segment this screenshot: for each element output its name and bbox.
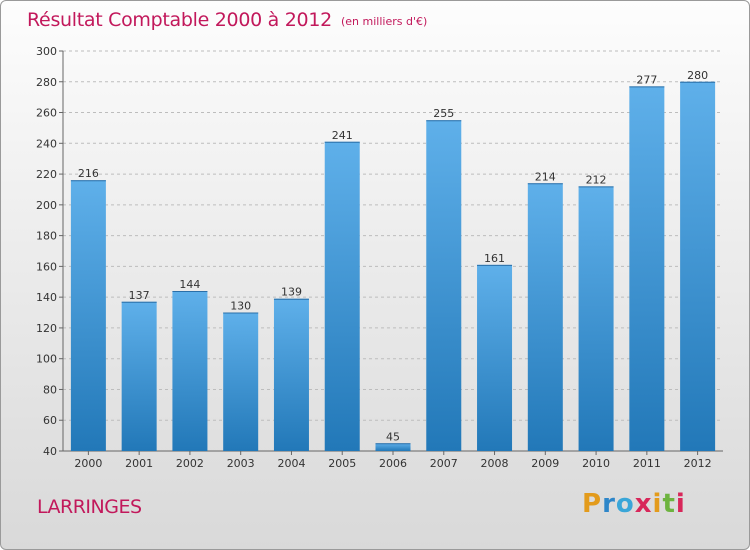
x-tick-label: 2006	[379, 457, 407, 470]
bar	[477, 264, 513, 451]
x-tick-label: 2007	[430, 457, 458, 470]
y-tick-label: 280	[36, 76, 57, 89]
bar	[527, 183, 563, 452]
bar	[629, 86, 665, 451]
y-tick-label: 160	[36, 260, 57, 273]
logo-letter: x	[634, 489, 653, 519]
data-label: 255	[433, 107, 454, 120]
x-tick-label: 2004	[277, 457, 305, 470]
data-label: 241	[332, 129, 353, 142]
data-label: 139	[281, 286, 302, 299]
y-tick-label: 140	[36, 291, 57, 304]
logo-letter: r	[602, 489, 616, 519]
logo-letter: o	[615, 489, 635, 519]
bar	[578, 186, 614, 451]
bar	[121, 301, 157, 451]
x-tick-label: 2009	[531, 457, 559, 470]
y-tick-label: 100	[36, 353, 57, 366]
bar	[375, 443, 411, 451]
y-tick-label: 180	[36, 230, 57, 243]
y-tick-label: 60	[43, 414, 57, 427]
bar	[223, 312, 259, 451]
data-label: 45	[386, 430, 400, 443]
chart-subtitle: (en milliers d'€)	[341, 15, 428, 28]
x-tick-label: 2010	[582, 457, 610, 470]
location-name: LARRINGES	[37, 496, 142, 518]
data-label: 280	[687, 69, 708, 82]
x-tick-label: 2001	[125, 457, 153, 470]
data-label: 216	[78, 167, 99, 180]
bar	[324, 141, 360, 451]
x-tick-label: 2003	[227, 457, 255, 470]
logo-letter: i	[652, 489, 663, 519]
bar	[680, 81, 716, 452]
y-tick-label: 120	[36, 322, 57, 335]
y-tick-label: 80	[43, 383, 57, 396]
gridlines	[63, 50, 723, 421]
data-label: 144	[179, 278, 200, 291]
y-tick-label: 260	[36, 107, 57, 120]
y-tick-label: 300	[36, 45, 57, 58]
x-tick-label: 2011	[633, 457, 661, 470]
x-tick-label: 2008	[481, 457, 509, 470]
bar	[70, 180, 106, 451]
x-tick-label: 2012	[684, 457, 712, 470]
x-tick-label: 2000	[74, 457, 102, 470]
proxiti-logo[interactable]: Proxiti	[582, 489, 686, 519]
labels: 216 137 144 130 139 241 45 255 161 214 212 277 280	[78, 69, 708, 444]
data-label: 137	[129, 289, 150, 302]
bar	[426, 120, 462, 451]
y-tick-label: 200	[36, 199, 57, 212]
logo-letter: t	[662, 489, 676, 519]
bars	[70, 81, 716, 452]
data-label: 130	[230, 300, 251, 313]
logo-letter: P	[582, 489, 603, 519]
y-tick-label: 240	[36, 137, 57, 150]
y-tick-label: 220	[36, 168, 57, 181]
chart-title: Résultat Comptable 2000 à 2012	[27, 9, 332, 31]
x-tick-label: 2005	[328, 457, 356, 470]
x-tick-label: 2002	[176, 457, 204, 470]
data-label: 161	[484, 252, 505, 265]
bar	[273, 298, 309, 451]
bar	[172, 291, 208, 451]
data-label: 277	[636, 73, 657, 86]
data-label: 214	[535, 170, 556, 183]
data-label: 212	[586, 173, 607, 186]
logo-letter: i	[675, 489, 686, 519]
y-tick-label: 40	[43, 445, 57, 458]
